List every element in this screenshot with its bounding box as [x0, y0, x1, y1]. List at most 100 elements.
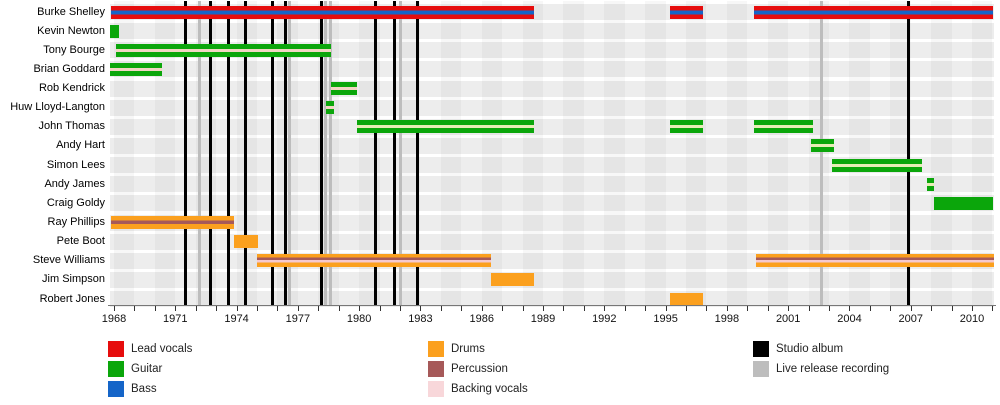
- year-stripe: [727, 1, 747, 305]
- year-stripe: [563, 1, 583, 305]
- member-label: Kevin Newton: [37, 24, 105, 37]
- year-stripe: [523, 1, 543, 305]
- member-label: Jim Simpson: [42, 273, 105, 286]
- axis-tick-label: 1968: [101, 313, 127, 325]
- member-bar: [490, 273, 534, 287]
- member-label: Robert Jones: [39, 292, 105, 305]
- studio-album-line: [393, 1, 397, 305]
- legend-swatch-guitar: [108, 361, 124, 377]
- legend-swatch-bass: [108, 381, 124, 397]
- studio-album-line: [226, 1, 230, 305]
- member-bar: [669, 292, 704, 306]
- legend-label: Drums: [451, 343, 485, 355]
- axis-tick: [767, 306, 769, 311]
- legend-label: Guitar: [131, 363, 163, 375]
- axis-tick-label: 2007: [898, 313, 923, 325]
- member-bar: [810, 139, 835, 153]
- year-stripe: [604, 1, 624, 305]
- axis-tick-label: 1989: [530, 313, 556, 325]
- axis-tick-label: 1998: [714, 313, 740, 325]
- member-bar: [754, 5, 994, 19]
- studio-album-line: [208, 1, 212, 305]
- legend-swatch-drums: [428, 341, 444, 357]
- axis-tick: [645, 306, 647, 311]
- axis-tick: [869, 306, 871, 311]
- legend-label: Backing vocals: [451, 383, 528, 395]
- axis-tick: [318, 306, 320, 311]
- axis-tick-label: 1992: [592, 313, 617, 325]
- member-bar: [330, 82, 358, 96]
- member-bar: [257, 254, 491, 268]
- legend-label: Live release recording: [776, 363, 890, 375]
- axis-tick: [972, 306, 974, 311]
- axis-tick: [686, 306, 688, 311]
- axis-tick-label: 1974: [224, 313, 249, 325]
- member-label: John Thomas: [38, 120, 105, 133]
- legend-swatch-backing_vocals: [428, 381, 444, 397]
- axis-tick: [379, 306, 381, 311]
- year-stripe: [686, 1, 706, 305]
- studio-album-line: [319, 1, 323, 305]
- member-bar: [927, 177, 935, 191]
- axis-tick: [257, 306, 258, 311]
- member-bar: [326, 101, 334, 115]
- axis-tick: [114, 306, 115, 311]
- legend-label: Lead vocals: [131, 343, 193, 355]
- member-label: Burke Shelley: [37, 5, 105, 18]
- member-label: Brian Goddard: [33, 62, 105, 75]
- axis-tick: [134, 306, 136, 311]
- axis-tick-label: 1986: [469, 313, 494, 325]
- studio-album-line: [907, 1, 911, 305]
- studio-album-line: [415, 1, 419, 305]
- axis-tick: [543, 306, 545, 311]
- studio-album-line: [244, 1, 248, 305]
- studio-album-line: [184, 1, 187, 305]
- member-label: Simon Lees: [46, 158, 105, 171]
- live-recording-line: [288, 1, 292, 305]
- axis-tick: [359, 306, 361, 311]
- axis-tick: [788, 306, 790, 311]
- axis-tick: [236, 306, 238, 311]
- member-bar: [669, 120, 704, 134]
- axis-tick: [195, 306, 197, 311]
- legend-swatch-studio_album: [753, 341, 769, 357]
- axis-tick-label: 1995: [653, 313, 678, 325]
- live-recording-line: [323, 1, 327, 305]
- legend-label: Studio album: [776, 343, 844, 355]
- member-bar: [109, 24, 120, 38]
- axis-tick: [624, 306, 626, 311]
- axis-tick: [563, 306, 565, 311]
- axis-tick: [808, 306, 810, 311]
- member-label: Rob Kendrick: [38, 82, 105, 95]
- member-label: Ray Phillips: [47, 216, 105, 229]
- axis-tick: [522, 306, 524, 311]
- axis-tick: [440, 306, 442, 311]
- axis-tick: [849, 306, 851, 311]
- axis-tick: [706, 306, 708, 311]
- live-recording-line: [198, 1, 202, 305]
- member-bar: [110, 5, 534, 19]
- axis-tick: [400, 306, 402, 311]
- member-bar: [116, 43, 331, 57]
- member-bar: [755, 254, 994, 268]
- studio-album-line: [374, 1, 377, 305]
- member-label: Andy James: [44, 177, 105, 190]
- year-stripe: [645, 1, 665, 305]
- axis-tick: [175, 306, 177, 311]
- member-label: Craig Goldy: [46, 196, 105, 209]
- axis-tick-label: 1971: [163, 313, 188, 325]
- axis-tick: [992, 306, 994, 311]
- member-bar: [357, 120, 534, 134]
- member-label: Steve Williams: [32, 254, 105, 267]
- legend-swatch-percussion: [428, 361, 444, 377]
- live-recording-line: [329, 1, 333, 305]
- axis-tick: [951, 306, 953, 311]
- axis-tick: [277, 306, 279, 311]
- legend-swatch-live_release: [753, 361, 769, 377]
- member-bar: [934, 196, 994, 210]
- axis-tick-label: 1983: [408, 313, 433, 325]
- axis-tick-label: 2010: [959, 313, 985, 325]
- axis-tick: [665, 306, 667, 311]
- legend-label: Bass: [131, 383, 157, 395]
